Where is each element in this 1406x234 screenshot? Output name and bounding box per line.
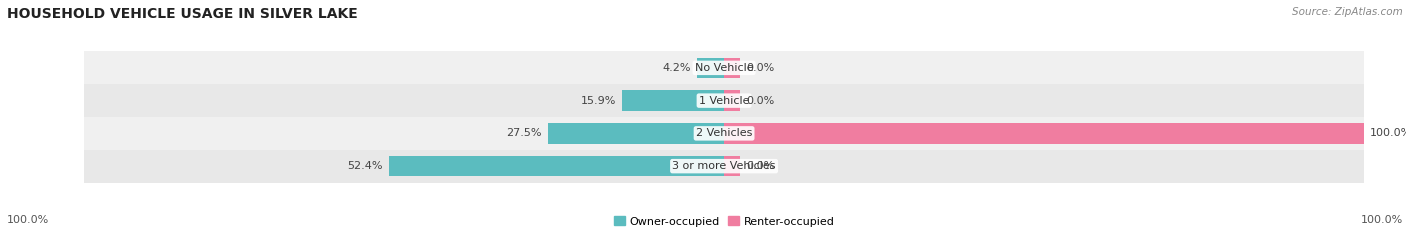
Text: 3 or more Vehicles: 3 or more Vehicles [672,161,776,171]
Text: 0.0%: 0.0% [747,161,775,171]
Bar [623,91,724,111]
Text: 1 Vehicle: 1 Vehicle [699,96,749,106]
Bar [389,156,724,176]
Text: HOUSEHOLD VEHICLE USAGE IN SILVER LAKE: HOUSEHOLD VEHICLE USAGE IN SILVER LAKE [7,7,357,21]
Text: 0.0%: 0.0% [747,96,775,106]
Text: 0.0%: 0.0% [747,63,775,73]
Bar [724,156,740,176]
Bar [548,123,724,143]
Bar [84,84,1364,117]
Text: 15.9%: 15.9% [581,96,616,106]
Bar [697,58,724,78]
Bar [84,117,1364,150]
Bar [84,51,1364,84]
Bar [724,91,740,111]
Text: 2 Vehicles: 2 Vehicles [696,128,752,138]
Text: 52.4%: 52.4% [347,161,382,171]
Legend: Owner-occupied, Renter-occupied: Owner-occupied, Renter-occupied [609,212,839,231]
Text: 27.5%: 27.5% [506,128,541,138]
Bar [84,150,1364,183]
Text: Source: ZipAtlas.com: Source: ZipAtlas.com [1292,7,1403,17]
Text: No Vehicle: No Vehicle [695,63,754,73]
Text: 100.0%: 100.0% [1361,215,1403,225]
Text: 4.2%: 4.2% [662,63,690,73]
Text: 100.0%: 100.0% [1371,128,1406,138]
Bar [724,58,740,78]
Bar [724,123,1364,143]
Text: 100.0%: 100.0% [7,215,49,225]
